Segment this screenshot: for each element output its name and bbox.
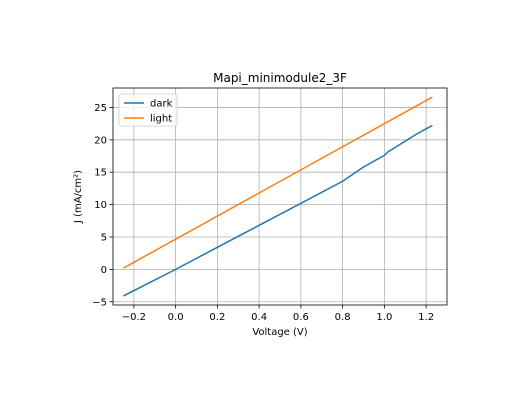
x-axis-ticks: −0.2 0.0 0.2 0.4 0.6 0.8 1.0 1.2	[122, 305, 434, 323]
series-lines	[123, 96, 433, 297]
y-tick-label: 20	[94, 135, 107, 146]
series-line-light	[123, 96, 433, 269]
y-tick-label: 0	[101, 265, 107, 276]
grid	[113, 88, 447, 305]
x-tick-label: 0.0	[168, 312, 184, 323]
y-axis-label: J (mA/cm²)	[73, 170, 84, 224]
x-tick-label: 1.0	[376, 312, 392, 323]
chart-title: Mapi_minimodule2_3F	[213, 71, 347, 85]
plot-frame	[112, 87, 448, 306]
x-tick-label: 0.6	[293, 312, 309, 323]
x-tick-label: 0.4	[251, 312, 267, 323]
y-axis-ticks: −5 0 5 10 15 20 25	[92, 103, 113, 308]
y-tick-label: 5	[101, 232, 107, 243]
x-tick-label: −0.2	[122, 312, 146, 323]
y-tick-label: 15	[94, 168, 107, 179]
legend: dark light	[118, 93, 178, 127]
legend-label-light: light	[150, 114, 172, 125]
x-tick-label: 0.2	[209, 312, 225, 323]
y-tick-label: 10	[94, 200, 107, 211]
x-tick-label: 1.2	[418, 312, 434, 323]
x-tick-label: 0.8	[335, 312, 351, 323]
y-tick-label: −5	[92, 297, 107, 308]
y-tick-label: 25	[94, 103, 107, 114]
legend-label-dark: dark	[150, 99, 173, 110]
series-line-dark	[123, 124, 433, 297]
x-axis-label: Voltage (V)	[252, 327, 307, 338]
